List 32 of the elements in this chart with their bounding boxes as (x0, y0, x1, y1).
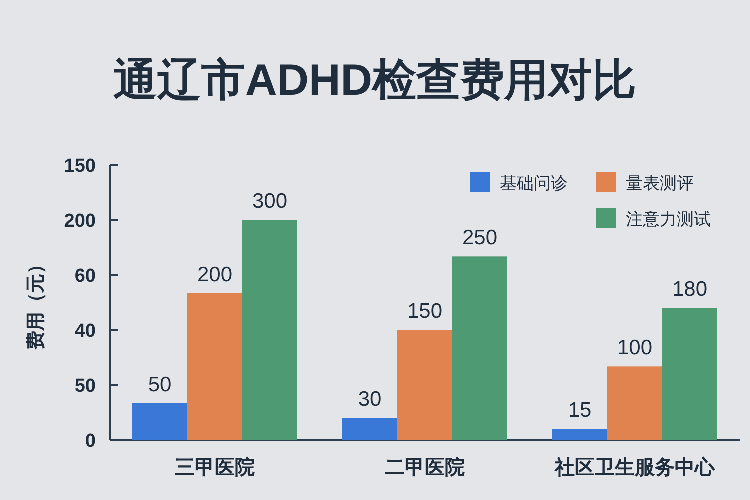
bar (398, 330, 452, 440)
bar (452, 256, 508, 440)
legend-label: 基础问诊 (500, 174, 568, 193)
data-label: 180 (672, 278, 708, 301)
text: 200 (64, 211, 96, 232)
data-label: 300 (252, 190, 288, 213)
bar (552, 429, 608, 440)
bar (662, 308, 718, 440)
bar (608, 366, 662, 440)
data-label: 30 (358, 388, 382, 411)
bar (242, 220, 298, 440)
bar (342, 418, 398, 440)
data-label: 150 (407, 300, 443, 323)
data-label: 250 (462, 226, 498, 250)
legend-label: 量表测评 (626, 174, 694, 193)
bar (132, 403, 188, 440)
data-label: 50 (148, 373, 172, 396)
data-label: 15 (568, 399, 592, 422)
x-tick-label: 社区卫生服务中心 (554, 456, 716, 479)
x-tick-label: 二甲医院 (385, 456, 465, 479)
bar (188, 293, 242, 440)
text: 50 (74, 376, 96, 397)
text: 150 (64, 156, 96, 177)
y-axis-title: 费用（元） (25, 255, 47, 351)
text: 60 (74, 266, 96, 287)
legend-label: 注意力测试 (626, 210, 711, 229)
chart-title: 通辽市ADHD检查费用对比 (113, 56, 637, 105)
text: 40 (74, 321, 96, 342)
data-label: 200 (197, 263, 233, 286)
text: 0 (85, 431, 96, 452)
x-tick-label: 三甲医院 (175, 456, 255, 479)
data-label: 100 (617, 336, 653, 360)
